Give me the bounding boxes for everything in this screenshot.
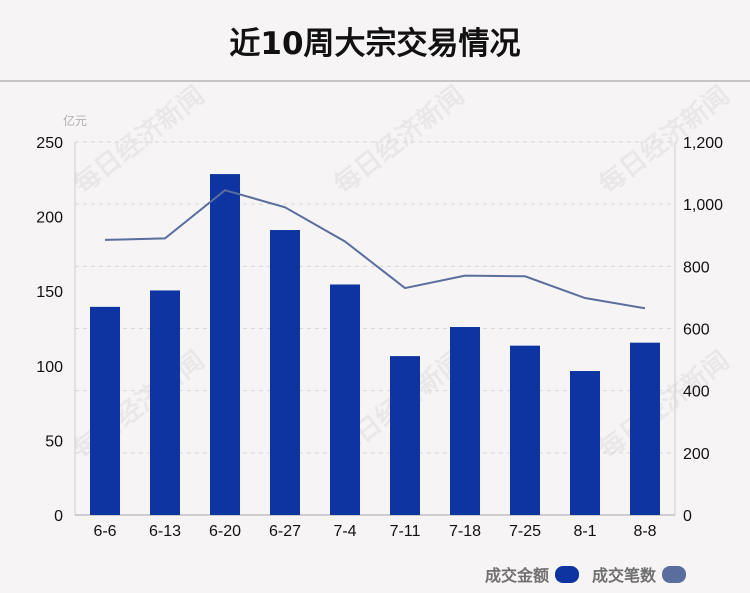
- right-axis-tick-label: 800: [683, 259, 710, 276]
- right-axis-tick-label: 600: [683, 322, 710, 339]
- x-axis-tick-label: 7-11: [390, 523, 421, 540]
- x-axis-tick-label: 8-1: [573, 523, 596, 540]
- left-axis-unit: 亿元: [63, 113, 87, 128]
- x-axis-tick-label: 7-25: [509, 523, 541, 540]
- bar: [570, 371, 600, 515]
- title-divider: [0, 80, 750, 82]
- bar: [210, 174, 240, 515]
- x-axis-tick-label: 7-18: [449, 523, 481, 540]
- bar: [450, 327, 480, 515]
- bar: [150, 290, 180, 515]
- left-axis-tick-label: 150: [36, 284, 63, 301]
- bar: [510, 345, 540, 515]
- legend-swatch-amount: [555, 565, 580, 583]
- legend-label-count: 成交笔数: [592, 566, 657, 585]
- left-axis-tick-label: 100: [36, 359, 63, 376]
- legend: 成交笔数: [592, 563, 687, 585]
- legend-swatch-count: [662, 565, 687, 583]
- right-axis-tick-label: 200: [683, 446, 710, 463]
- right-axis-tick-label: 1,000: [683, 197, 723, 214]
- x-axis-tick-label: 6-20: [209, 523, 241, 540]
- right-axis-tick-label: 1,200: [683, 135, 723, 152]
- left-axis-tick-label: 200: [36, 210, 63, 227]
- left-axis-tick-label: 50: [45, 433, 63, 450]
- x-axis-tick-label: 7-4: [333, 523, 356, 540]
- legend-label-amount: 成交金额: [485, 566, 550, 585]
- x-axis-tick-label: 6-27: [269, 523, 301, 540]
- x-axis-tick-label: 6-13: [149, 523, 181, 540]
- legend: 成交金额: [485, 563, 580, 585]
- x-axis-tick-label: 8-8: [633, 523, 656, 540]
- right-axis-tick-label: 0: [683, 508, 692, 525]
- bar: [90, 306, 120, 515]
- bar: [270, 230, 300, 515]
- left-axis-tick-label: 0: [54, 508, 63, 525]
- bar: [390, 356, 420, 515]
- x-axis-tick-label: 6-6: [93, 523, 116, 540]
- right-axis-tick-label: 400: [683, 384, 710, 401]
- left-axis-tick-label: 250: [36, 135, 63, 152]
- bar: [630, 342, 660, 515]
- chart-title: 近10周大宗交易情况: [229, 26, 521, 62]
- count-series-line: [104, 189, 646, 310]
- bar: [330, 284, 360, 515]
